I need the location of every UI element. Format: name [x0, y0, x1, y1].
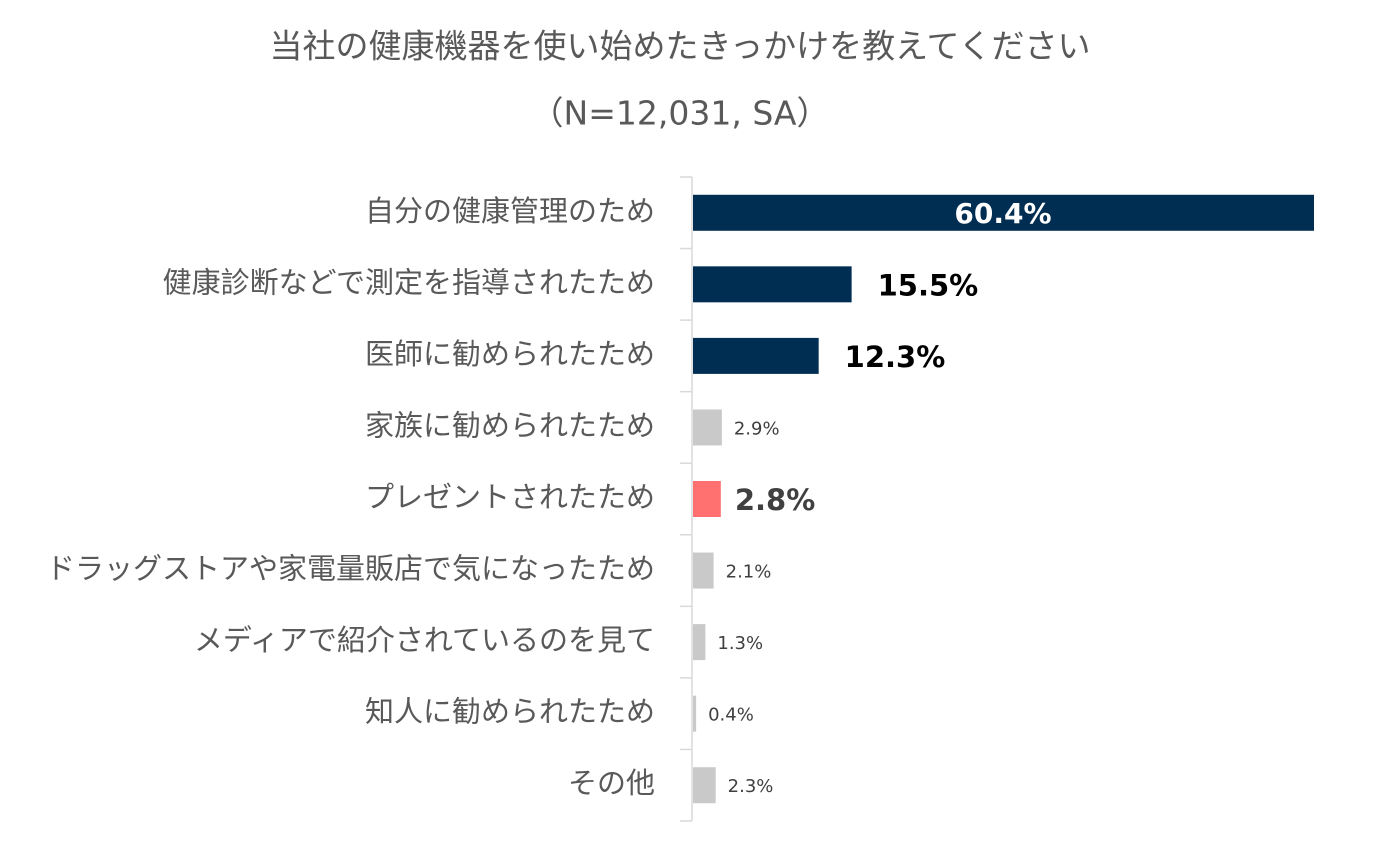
bar [693, 767, 716, 804]
category-label: その他 [568, 766, 655, 800]
bar [693, 552, 714, 589]
category-label: 自分の健康管理のため [365, 194, 655, 228]
category-label: 家族に勧められたため [365, 408, 655, 442]
value-label: 15.5% [878, 268, 979, 302]
category-label: プレゼントされたため [365, 480, 655, 514]
bar [693, 624, 706, 661]
value-label: 12.3% [845, 340, 946, 374]
value-label: 2.1% [726, 562, 772, 583]
bar [693, 409, 722, 446]
value-label: 2.3% [728, 776, 774, 797]
bar [693, 695, 697, 732]
value-label: 0.4% [708, 705, 754, 726]
bar [693, 194, 1314, 231]
category-label: 知人に勧められたため [365, 695, 655, 729]
bar [693, 481, 721, 517]
value-label: 1.3% [717, 633, 763, 654]
chart-title: 当社の健康機器を使い始めたきっかけを教えてください [269, 27, 1090, 66]
value-label: 2.9% [734, 418, 780, 439]
category-label: 健康診断などで測定を指導されたため [163, 265, 655, 299]
category-label: メディアで紹介されているのを見て [194, 623, 655, 657]
value-label: 2.8% [735, 483, 815, 517]
chart-subtitle: （N=12,031, SA） [531, 94, 830, 133]
bar [693, 337, 819, 374]
category-label: 医師に勧められたため [365, 337, 655, 371]
category-label: ドラッグストアや家電量販店で気になったため [46, 552, 655, 586]
value-label: 60.4% [954, 197, 1051, 230]
bar [693, 266, 852, 303]
